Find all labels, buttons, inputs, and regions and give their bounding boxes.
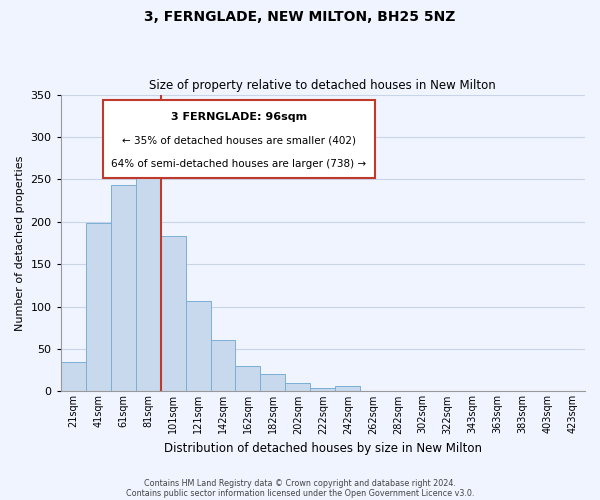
Bar [185,302,211,392]
Bar [235,366,260,392]
Bar [460,390,485,392]
Bar [560,390,585,392]
FancyBboxPatch shape [103,100,375,178]
Text: ← 35% of detached houses are smaller (402): ← 35% of detached houses are smaller (40… [122,136,356,145]
Bar [286,383,310,392]
Title: Size of property relative to detached houses in New Milton: Size of property relative to detached ho… [149,79,496,92]
Text: 3, FERNGLADE, NEW MILTON, BH25 5NZ: 3, FERNGLADE, NEW MILTON, BH25 5NZ [145,10,455,24]
Bar [260,374,286,392]
Bar [86,224,110,392]
Text: 64% of semi-detached houses are larger (738) →: 64% of semi-detached houses are larger (… [112,159,367,169]
X-axis label: Distribution of detached houses by size in New Milton: Distribution of detached houses by size … [164,442,482,455]
Text: Contains public sector information licensed under the Open Government Licence v3: Contains public sector information licen… [126,488,474,498]
Bar [211,340,235,392]
Y-axis label: Number of detached properties: Number of detached properties [15,156,25,330]
Bar [161,236,185,392]
Bar [136,172,161,392]
Bar [61,362,86,392]
Bar [335,386,361,392]
Bar [310,388,335,392]
Text: Contains HM Land Registry data © Crown copyright and database right 2024.: Contains HM Land Registry data © Crown c… [144,478,456,488]
Bar [110,186,136,392]
Text: 3 FERNGLADE: 96sqm: 3 FERNGLADE: 96sqm [171,112,307,122]
